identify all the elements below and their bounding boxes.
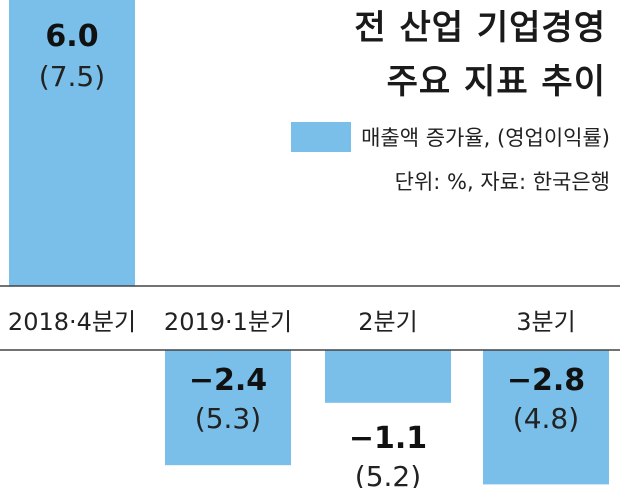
bar-3 (483, 350, 609, 485)
bar-1 (165, 350, 291, 466)
value-label-3: −2.8 (507, 363, 585, 398)
legend-label: 매출액 증가율, (영업이익률) (361, 126, 610, 150)
category-label-1: 2019·1분기 (164, 308, 292, 336)
value-label-1: −2.4 (189, 363, 267, 398)
legend: 매출액 증가율, (영업이익률) (291, 122, 610, 152)
secondary-value-label-0: (7.5) (39, 60, 105, 93)
category-label-2: 2분기 (358, 308, 417, 336)
secondary-value-label-3: (4.8) (513, 402, 579, 435)
value-label-0: 6.0 (45, 19, 98, 54)
chart-title: 전 산업 기업경영 (354, 8, 606, 48)
category-label-0: 2018·4분기 (8, 308, 136, 336)
chart-subtitle: 주요 지표 추이 (386, 62, 606, 102)
secondary-value-label-1: (5.3) (195, 402, 261, 435)
legend-swatch (291, 122, 352, 152)
value-label-2: −1.1 (349, 421, 427, 456)
secondary-value-label-2: (5.2) (355, 460, 421, 488)
bar-0 (9, 0, 135, 286)
source-note: 단위: %, 자료: 한국은행 (394, 170, 610, 194)
category-label-3: 3분기 (516, 308, 575, 336)
bar-2 (325, 350, 451, 403)
